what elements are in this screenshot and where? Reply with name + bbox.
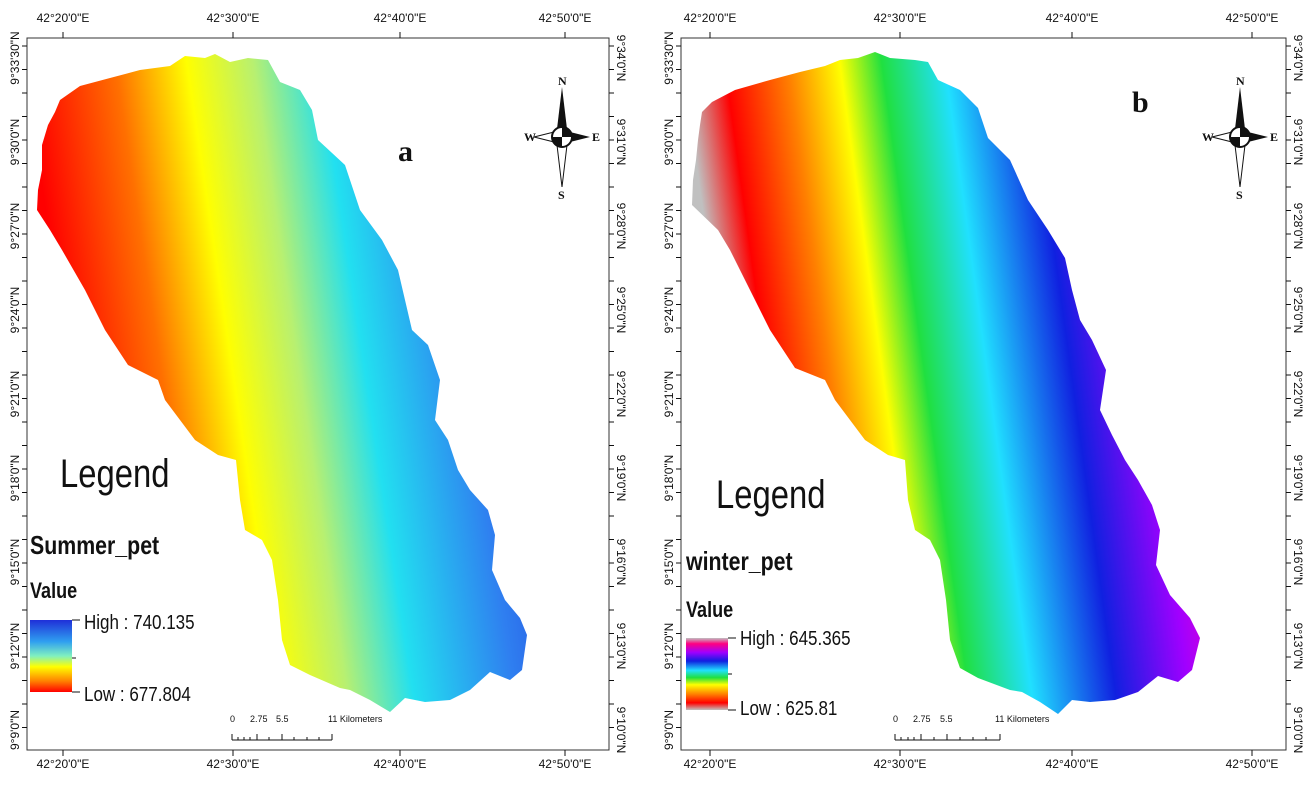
lon-label-top-3: 42°50'0"E bbox=[1226, 11, 1279, 25]
compass-e-a: E bbox=[592, 130, 600, 144]
lat-label-right-3: 9°25'0"N bbox=[1291, 287, 1305, 334]
legend-ramp-a bbox=[30, 619, 80, 693]
lat-label-left-3: 9°24'0"N bbox=[8, 287, 22, 334]
map-panel-b: b N S W E Legend winter_pet Value High :… bbox=[660, 0, 1315, 787]
map-frame-a bbox=[22, 32, 614, 756]
lon-label-bottom-3: 42°50'0"E bbox=[539, 757, 592, 771]
lon-label-bottom-2: 42°40'0"E bbox=[374, 757, 427, 771]
scale-label-0-b: 0 bbox=[893, 714, 898, 724]
compass-a: N S W E bbox=[524, 74, 600, 202]
lat-label-left-4: 9°21'0"N bbox=[662, 371, 676, 418]
lat-label-right-1: 9°31'0"N bbox=[1291, 119, 1305, 166]
lat-label-left-8: 9°9'0"N bbox=[8, 710, 22, 750]
lon-label-top-1: 42°30'0"E bbox=[874, 11, 927, 25]
lat-label-right-8: 9°10'0"N bbox=[1291, 707, 1305, 754]
scale-bar-a: 0 2.75 5.5 11 Kilometers bbox=[230, 714, 383, 741]
lat-label-left-7: 9°12'0"N bbox=[662, 623, 676, 670]
watershed-raster-b bbox=[692, 52, 1200, 714]
lat-label-right-8: 9°10'0"N bbox=[614, 707, 628, 754]
lon-label-top-2: 42°40'0"E bbox=[374, 11, 427, 25]
legend-ramp-b bbox=[686, 637, 736, 711]
lat-label-left-7: 9°12'0"N bbox=[8, 623, 22, 670]
lat-label-right-5: 9°19'0"N bbox=[614, 455, 628, 502]
lat-label-left-3: 9°24'0"N bbox=[662, 287, 676, 334]
lat-label-left-5: 9°18'0"N bbox=[662, 455, 676, 502]
legend-low-b: Low : 625.81 bbox=[740, 698, 838, 720]
lat-label-right-0: 9°34'0"N bbox=[614, 35, 628, 82]
legend-title-a: Legend bbox=[60, 452, 170, 496]
lon-label-top-0: 42°20'0"E bbox=[37, 11, 90, 25]
lat-label-left-6: 9°15'0"N bbox=[8, 539, 22, 586]
lat-label-left-5: 9°18'0"N bbox=[8, 455, 22, 502]
lat-label-left-1: 9°30'0"N bbox=[8, 119, 22, 166]
legend-value-label-a: Value bbox=[30, 578, 78, 603]
tick-marks-a bbox=[22, 32, 614, 756]
lat-label-left-0: 9°33'30"N bbox=[8, 31, 22, 84]
lat-label-left-6: 9°15'0"N bbox=[662, 539, 676, 586]
lat-label-right-1: 9°31'0"N bbox=[614, 119, 628, 166]
watershed-raster-a bbox=[37, 54, 527, 712]
lat-label-right-4: 9°22'0"N bbox=[614, 371, 628, 418]
panel-label-b: b bbox=[1132, 86, 1149, 119]
lon-label-bottom-0: 42°20'0"E bbox=[684, 757, 737, 771]
map-panel-a: a N S W E Legend Summer_pet Value High :… bbox=[0, 0, 640, 787]
legend-value-label-b: Value bbox=[686, 597, 734, 622]
lat-label-right-3: 9°25'0"N bbox=[614, 287, 628, 334]
lon-label-bottom-2: 42°40'0"E bbox=[1046, 757, 1099, 771]
scale-label-2-a: 5.5 bbox=[276, 714, 289, 724]
lat-label-right-6: 9°16'0"N bbox=[614, 539, 628, 586]
lat-label-right-0: 9°34'0"N bbox=[1291, 35, 1305, 82]
scale-label-3-b: 11 Kilometers bbox=[995, 714, 1050, 724]
graticule-labels-a: 42°20'0"E 42°20'0"E 42°30'0"E 42°30'0"E 42°4… bbox=[8, 11, 628, 771]
lon-label-top-2: 42°40'0"E bbox=[1046, 11, 1099, 25]
scale-label-1-b: 2.75 bbox=[913, 714, 931, 724]
lon-label-bottom-1: 42°30'0"E bbox=[207, 757, 260, 771]
lat-label-right-2: 9°28'0"N bbox=[1291, 203, 1305, 250]
tick-marks-b bbox=[676, 32, 1291, 756]
panel-label-a: a bbox=[398, 135, 413, 168]
lat-label-right-7: 9°13'0"N bbox=[1291, 623, 1305, 670]
compass-w-b: W bbox=[1202, 130, 1214, 144]
lat-label-left-2: 9°27'0"N bbox=[8, 203, 22, 250]
lat-label-right-2: 9°28'0"N bbox=[614, 203, 628, 250]
compass-b: N S W E bbox=[1202, 74, 1278, 202]
lat-label-right-7: 9°13'0"N bbox=[614, 623, 628, 670]
compass-n-a: N bbox=[558, 74, 567, 88]
map-frame-b bbox=[676, 32, 1291, 756]
lon-label-top-0: 42°20'0"E bbox=[684, 11, 737, 25]
lat-label-left-0: 9°33'30"N bbox=[662, 31, 676, 84]
lon-label-top-3: 42°50'0"E bbox=[539, 11, 592, 25]
graticule-labels-b: 42°20'0"E 42°20'0"E 42°30'0"E 42°30'0"E 42°4… bbox=[662, 11, 1305, 771]
scale-label-2-b: 5.5 bbox=[940, 714, 953, 724]
lat-label-left-2: 9°27'0"N bbox=[662, 203, 676, 250]
legend-title-b: Legend bbox=[716, 473, 826, 517]
compass-s-b: S bbox=[1236, 188, 1243, 202]
legend-layer-name-b: winter_pet bbox=[686, 546, 793, 576]
lat-label-right-6: 9°16'0"N bbox=[1291, 539, 1305, 586]
lon-label-bottom-0: 42°20'0"E bbox=[37, 757, 90, 771]
legend-layer-name-a: Summer_pet bbox=[30, 530, 160, 560]
legend-low-a: Low : 677.804 bbox=[84, 684, 191, 706]
scale-bar-b: 0 2.75 5.5 11 Kilometers bbox=[893, 714, 1050, 741]
lat-label-left-8: 9°9'0"N bbox=[662, 710, 676, 750]
compass-s-a: S bbox=[558, 188, 565, 202]
compass-w-a: W bbox=[524, 130, 536, 144]
lat-label-left-4: 9°21'0"N bbox=[8, 371, 22, 418]
legend-high-a: High : 740.135 bbox=[84, 612, 195, 634]
legend-high-b: High : 645.365 bbox=[740, 628, 851, 650]
lon-label-bottom-1: 42°30'0"E bbox=[874, 757, 927, 771]
lat-label-left-1: 9°30'0"N bbox=[662, 119, 676, 166]
lat-label-right-5: 9°19'0"N bbox=[1291, 455, 1305, 502]
compass-n-b: N bbox=[1236, 74, 1245, 88]
scale-label-1-a: 2.75 bbox=[250, 714, 268, 724]
scale-label-3-a: 11 Kilometers bbox=[328, 714, 383, 724]
lon-label-top-1: 42°30'0"E bbox=[207, 11, 260, 25]
lat-label-right-4: 9°22'0"N bbox=[1291, 371, 1305, 418]
lon-label-bottom-3: 42°50'0"E bbox=[1226, 757, 1279, 771]
compass-e-b: E bbox=[1270, 130, 1278, 144]
scale-label-0-a: 0 bbox=[230, 714, 235, 724]
